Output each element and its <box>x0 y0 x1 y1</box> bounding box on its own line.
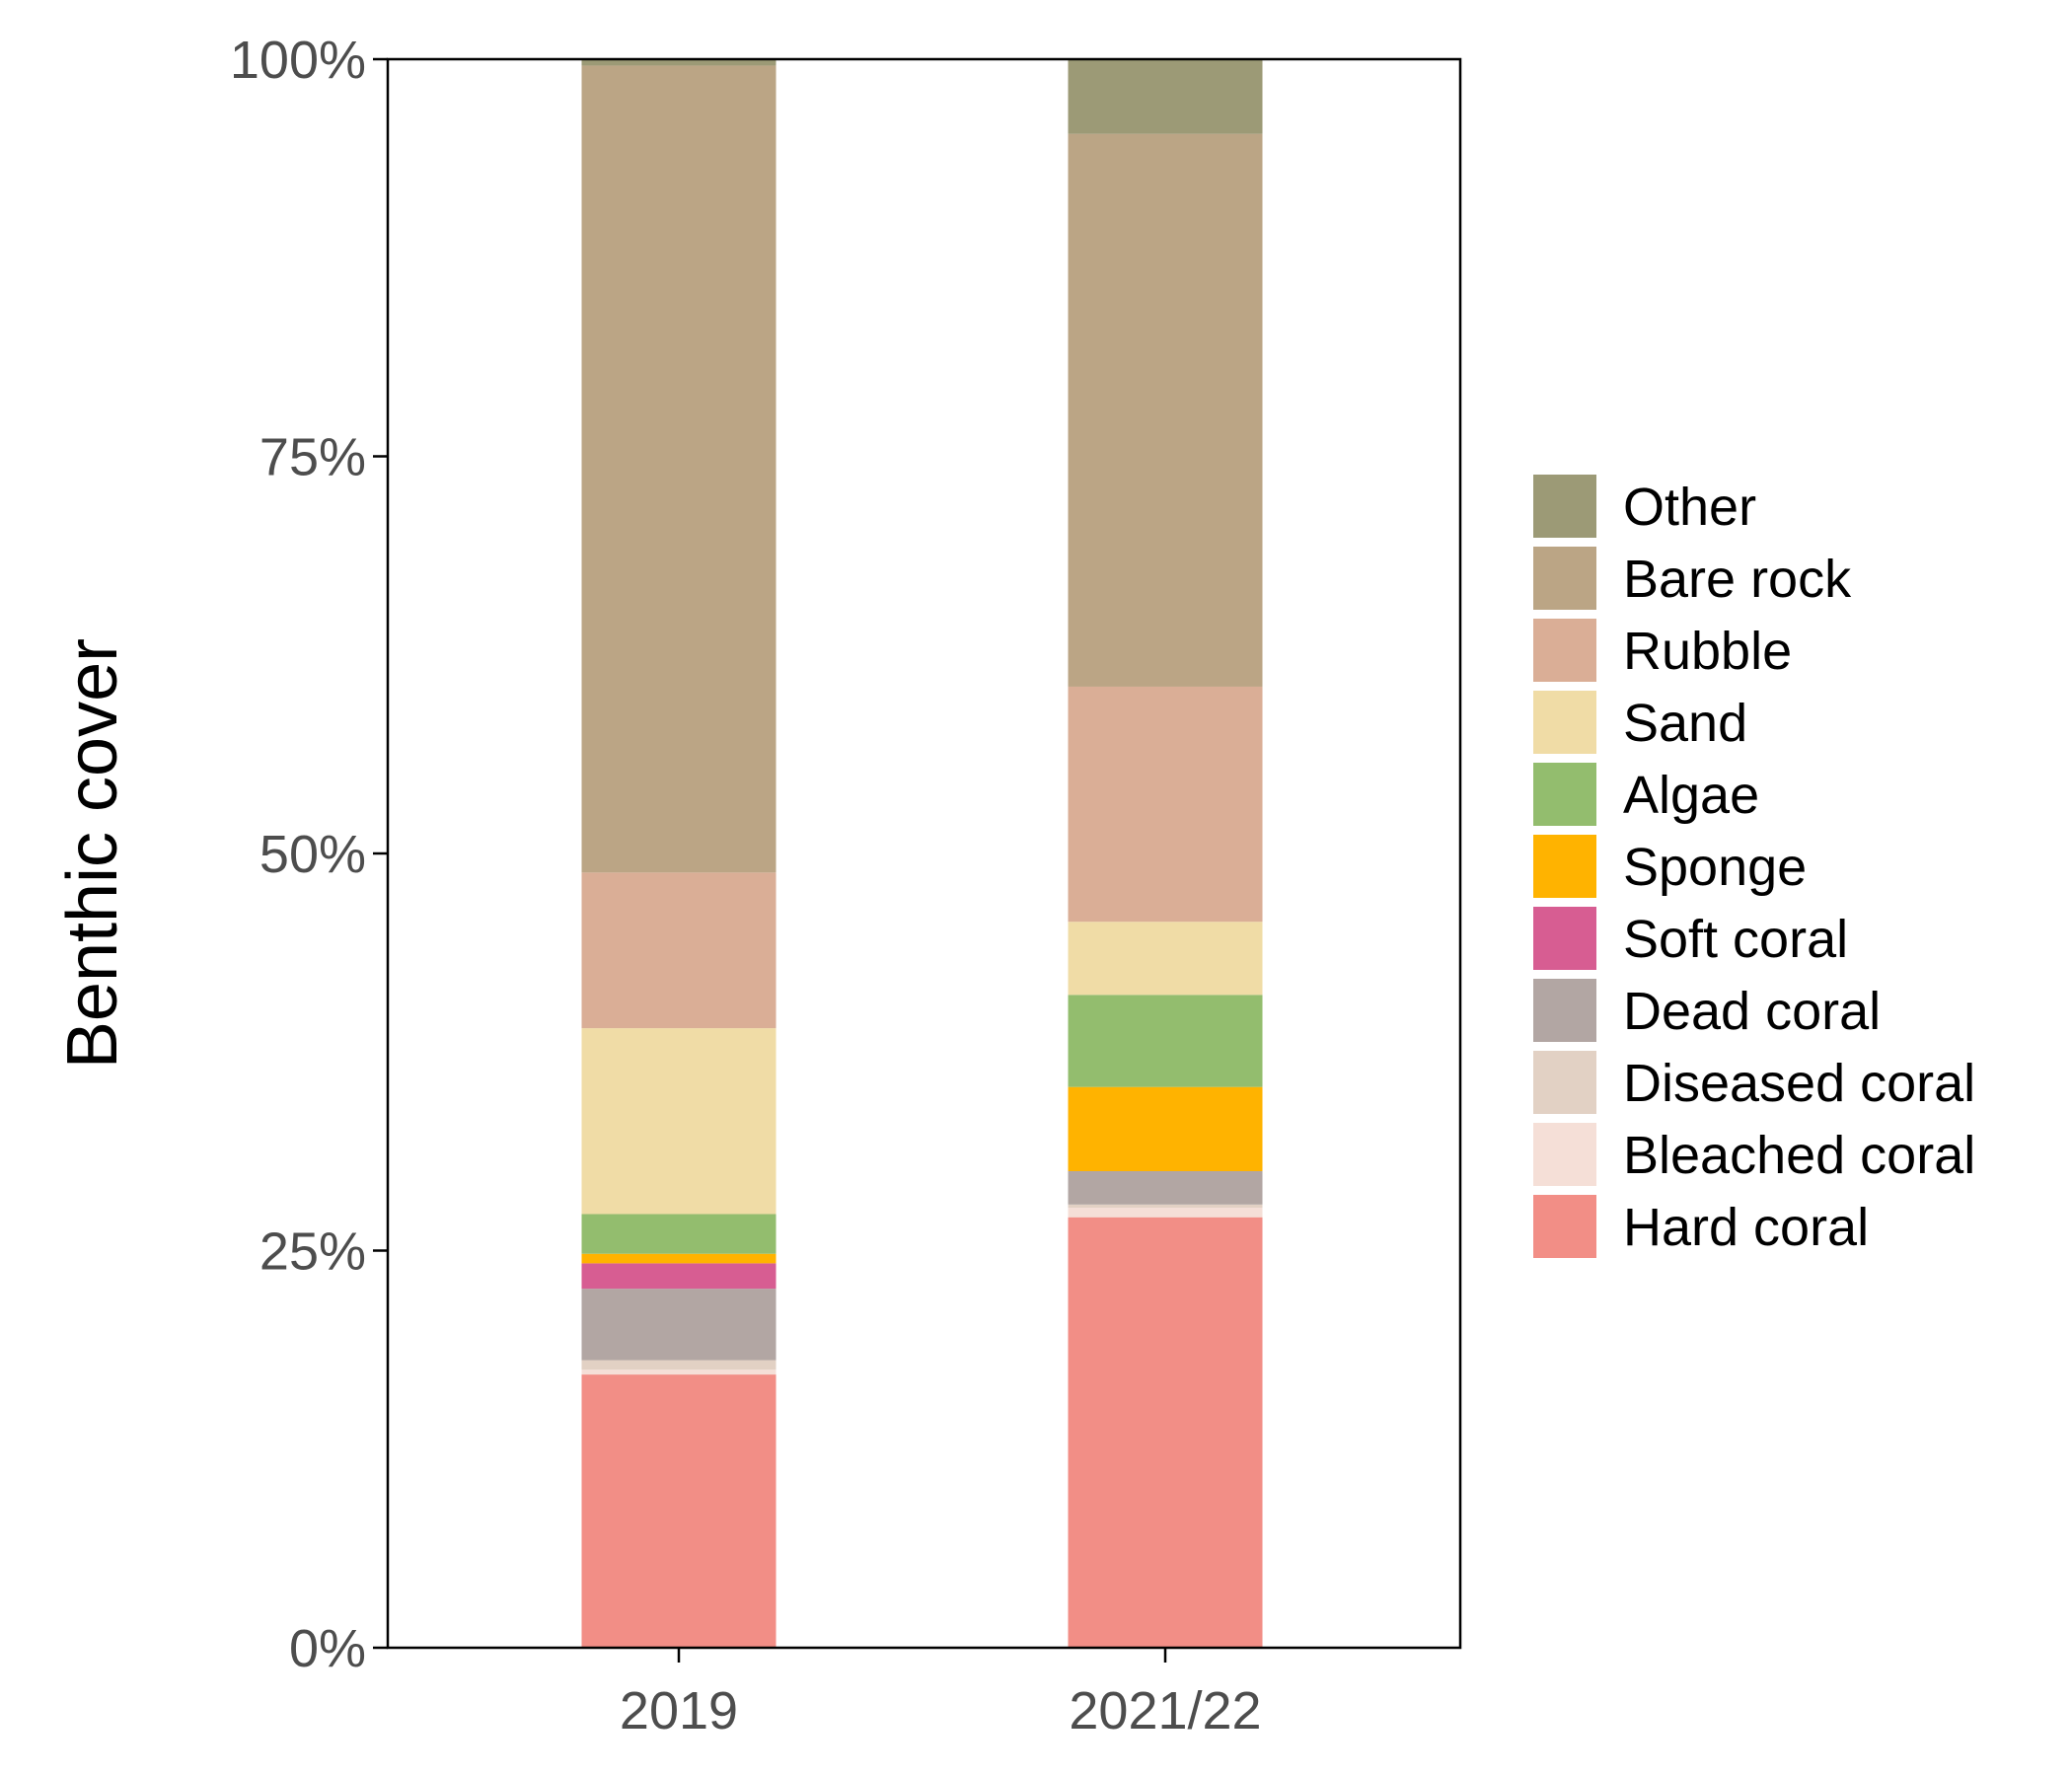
legend-key-bare-rock <box>1531 545 1598 612</box>
legend-label-sponge: Sponge <box>1623 838 1807 897</box>
bar-segment-diseased-coral-2021-22 <box>1068 1204 1263 1209</box>
bar-segment-bare-rock-2019 <box>581 65 777 873</box>
y-tick-label: 50% <box>259 825 366 884</box>
bar-segment-algae-2021-22 <box>1068 995 1263 1087</box>
legend-key-rubble <box>1531 617 1598 684</box>
y-axis-title: Benthic cover <box>53 638 132 1069</box>
legend-key-other <box>1531 473 1598 540</box>
legend-label-bare-rock: Bare rock <box>1623 550 1852 609</box>
legend-key-sand <box>1531 689 1598 756</box>
legend-label-rubble: Rubble <box>1623 622 1792 681</box>
legend-label-hard-coral: Hard coral <box>1623 1198 1869 1257</box>
bar-segment-bleached-coral-2021-22 <box>1068 1208 1263 1218</box>
legend-label-sand: Sand <box>1623 694 1747 753</box>
bar-segment-rubble-2021-22 <box>1068 686 1263 923</box>
bar-segment-sponge-2019 <box>581 1253 777 1264</box>
y-tick-label: 0% <box>289 1619 366 1678</box>
bar-segment-algae-2019 <box>581 1214 777 1254</box>
legend-label-algae: Algae <box>1623 766 1759 825</box>
legend-key-bleached-coral <box>1531 1121 1598 1188</box>
legend-label-soft-coral: Soft coral <box>1623 910 1848 969</box>
y-axis: 0% 25% 50% 75% 100% <box>230 31 388 1678</box>
bar-segment-dead-coral-2019 <box>581 1289 777 1361</box>
x-tick-label: 2019 <box>620 1681 738 1740</box>
bar-segment-other-2021-22 <box>1068 59 1263 134</box>
bar-segment-bleached-coral-2019 <box>581 1369 777 1375</box>
legend: Other Bare rock Rubble Sand Algae Sponge Soft … <box>1531 473 1975 1260</box>
legend-key-dead-coral <box>1531 977 1598 1044</box>
bar-segment-sand-2019 <box>581 1028 777 1215</box>
y-tick-label: 100% <box>230 31 366 90</box>
x-axis: 2019 2021/22 <box>620 1648 1262 1740</box>
legend-label-other: Other <box>1623 478 1756 537</box>
bar-segment-rubble-2019 <box>581 872 777 1029</box>
bar-segment-hard-coral-2021-22 <box>1068 1217 1263 1648</box>
legend-label-dead-coral: Dead coral <box>1623 982 1881 1041</box>
bar-segment-other-2019 <box>581 59 777 66</box>
bar-segment-dead-coral-2021-22 <box>1068 1171 1263 1205</box>
legend-label-bleached-coral: Bleached coral <box>1623 1126 1975 1185</box>
legend-label-diseased-coral: Diseased coral <box>1623 1054 1975 1113</box>
panel-border <box>386 57 1462 1650</box>
legend-key-soft-coral <box>1531 905 1598 972</box>
bars-layer <box>581 59 1263 1648</box>
legend-key-algae <box>1531 761 1598 828</box>
legend-key-hard-coral <box>1531 1193 1598 1260</box>
bar-segment-bare-rock-2021-22 <box>1068 133 1263 687</box>
legend-key-diseased-coral <box>1531 1049 1598 1116</box>
bar-segment-soft-coral-2019 <box>581 1263 777 1290</box>
y-tick-label: 25% <box>259 1222 366 1282</box>
y-tick-label: 75% <box>259 428 366 487</box>
x-tick-label: 2021/22 <box>1069 1681 1261 1740</box>
bar-segment-hard-coral-2019 <box>581 1374 777 1648</box>
bar-segment-sand-2021-22 <box>1068 922 1263 996</box>
legend-key-sponge <box>1531 833 1598 900</box>
bar-segment-diseased-coral-2019 <box>581 1360 777 1370</box>
bar-segment-sponge-2021-22 <box>1068 1086 1263 1171</box>
